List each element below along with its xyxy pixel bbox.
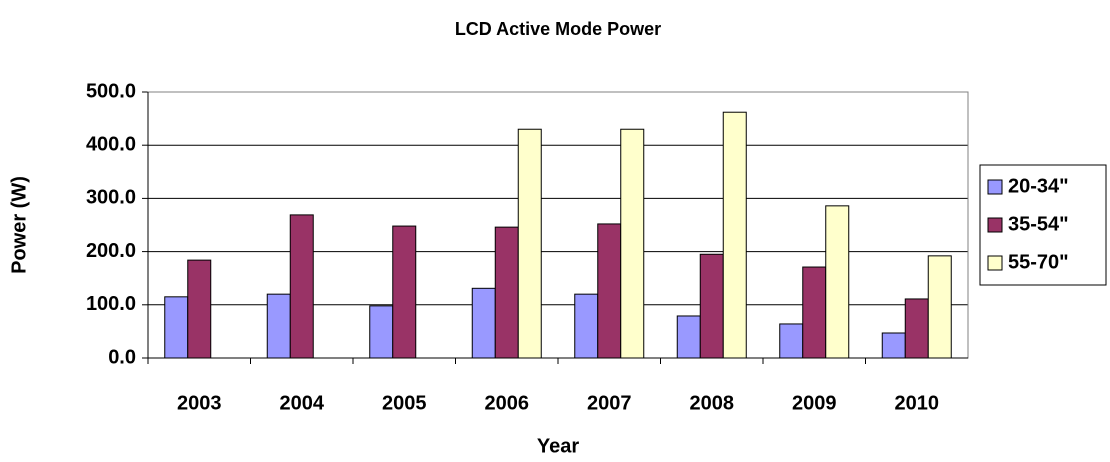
bar — [164, 296, 189, 359]
legend-label: 35-54" — [1008, 213, 1069, 235]
chart-title: LCD Active Mode Power — [455, 19, 661, 39]
bar — [597, 223, 622, 359]
legend-label: 20-34" — [1008, 175, 1069, 197]
bar — [471, 287, 496, 359]
bar — [392, 225, 417, 359]
x-tick-label: 2006 — [485, 392, 530, 414]
y-tick-label: 100.0 — [86, 293, 136, 315]
y-tick-label: 0.0 — [108, 346, 136, 368]
bar — [517, 128, 542, 359]
legend-swatch — [987, 255, 1003, 271]
x-tick-label: 2010 — [895, 392, 940, 414]
bar — [494, 226, 519, 359]
x-tick-label: 2007 — [587, 392, 632, 414]
bar — [266, 293, 291, 359]
bar — [187, 259, 212, 359]
bar — [904, 298, 929, 359]
legend-label: 55-70" — [1008, 251, 1069, 273]
bar — [927, 255, 952, 359]
bar — [722, 111, 747, 359]
x-tick-label: 2003 — [177, 392, 222, 414]
x-tick-label: 2008 — [690, 392, 735, 414]
y-tick-label: 300.0 — [86, 187, 136, 209]
x-tick-label: 2005 — [382, 392, 427, 414]
x-axis-title: Year — [537, 435, 579, 457]
bar — [574, 293, 599, 359]
y-axis-title: Power (W) — [8, 176, 30, 274]
bar — [802, 266, 827, 359]
bar — [676, 315, 701, 359]
bar — [289, 214, 314, 359]
legend-swatch — [987, 217, 1003, 233]
bar — [369, 305, 394, 359]
bar — [779, 323, 804, 359]
legend-swatch — [987, 179, 1003, 195]
y-tick-label: 400.0 — [86, 133, 136, 155]
bar — [825, 205, 850, 359]
bar — [881, 332, 906, 359]
bar — [699, 253, 724, 359]
bar — [620, 128, 645, 359]
x-tick-label: 2009 — [792, 392, 837, 414]
x-tick-label: 2004 — [280, 392, 325, 414]
y-tick-label: 200.0 — [86, 240, 136, 262]
y-tick-label: 500.0 — [86, 80, 136, 102]
